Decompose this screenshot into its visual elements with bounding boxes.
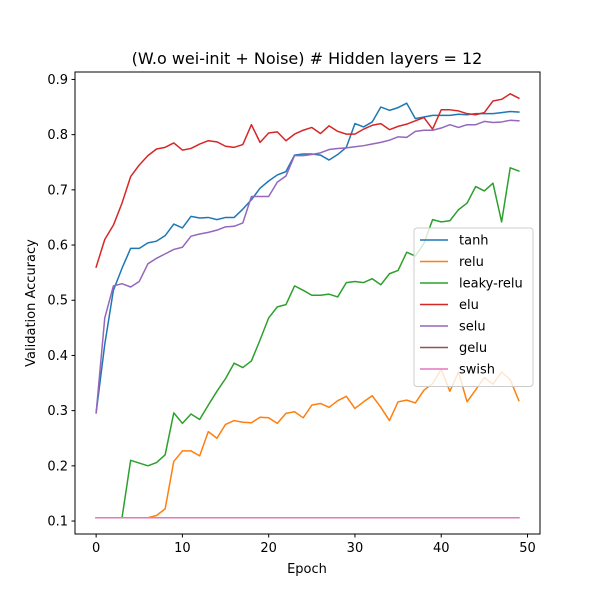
x-tick-label: 50 (519, 541, 536, 556)
x-axis: 0 10 20 30 40 50 (92, 534, 536, 556)
y-tick-label: 0.3 (47, 404, 68, 419)
series-layer (95, 93, 520, 519)
chart-title: (W.o wei-init + Noise) # Hidden layers =… (132, 49, 483, 68)
x-axis-label: Epoch (287, 562, 327, 577)
x-tick-label: 20 (260, 541, 277, 556)
y-tick-label: 0.4 (47, 349, 68, 364)
legend-label-relu: relu (459, 255, 484, 270)
y-tick-label: 0.1 (47, 515, 68, 530)
y-tick-label: 0.5 (47, 294, 68, 309)
y-tick-label: 0.8 (47, 128, 68, 143)
x-tick-label: 40 (433, 541, 450, 556)
series-line-leaky-relu (95, 167, 520, 519)
legend-label-gelu: gelu (459, 341, 487, 356)
series-line-relu (95, 368, 520, 519)
series-line-tanh (95, 102, 520, 414)
y-tick-label: 0.6 (47, 239, 68, 254)
series-line-elu (95, 93, 520, 269)
legend-label-swish: swish (459, 363, 495, 378)
y-tick-label: 0.7 (47, 183, 68, 198)
y-tick-label: 0.2 (47, 459, 68, 474)
x-tick-label: 10 (174, 541, 191, 556)
x-tick-label: 30 (347, 541, 364, 556)
y-axis-label: Validation Accuracy (24, 239, 39, 367)
legend-label-selu: selu (459, 320, 486, 335)
series-line-selu (95, 119, 520, 414)
x-tick-label: 0 (92, 541, 100, 556)
legend-label-elu: elu (459, 298, 479, 313)
legend-label-leaky-relu: leaky-relu (459, 277, 523, 292)
legend-label-tanh: tanh (459, 234, 489, 249)
axes-frame (74, 71, 541, 535)
y-axis: 0.1 0.2 0.3 0.4 0.5 0.6 0.7 0.8 0.9 (47, 73, 75, 530)
y-tick-label: 0.9 (47, 73, 68, 88)
legend: tanh relu leaky-relu elu selu gelu swish (413, 227, 534, 387)
